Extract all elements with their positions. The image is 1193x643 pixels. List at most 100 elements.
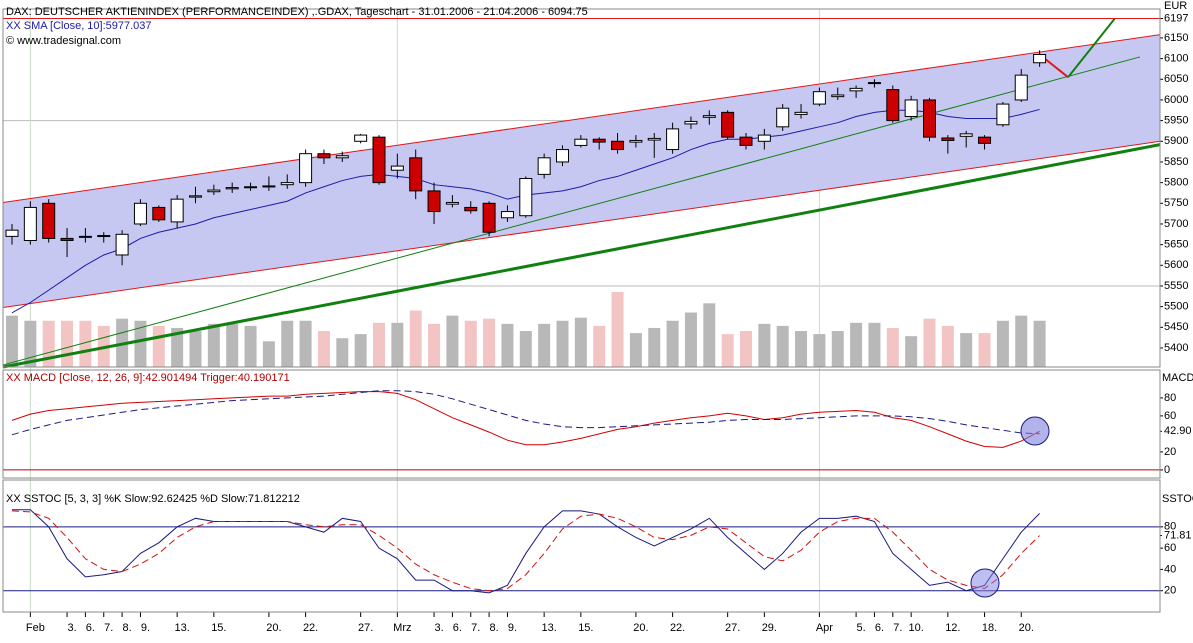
volume-bar xyxy=(978,333,991,367)
x-tick-label: 7. xyxy=(104,622,113,634)
macd-panel-frame xyxy=(2,369,1161,479)
candle-body xyxy=(812,91,826,105)
candle-body xyxy=(225,187,239,190)
volume-bar xyxy=(373,322,385,367)
candle-body xyxy=(684,120,698,125)
x-tick-label: 7. xyxy=(471,622,480,634)
volume-bar xyxy=(538,323,551,367)
volume-bar xyxy=(42,320,55,367)
volume-bar xyxy=(648,327,661,367)
x-tick-label: 8. xyxy=(490,622,499,634)
volume-bar xyxy=(941,325,954,367)
y-tick-label: 40 xyxy=(1164,563,1176,575)
trend-line xyxy=(1067,17,1116,78)
plot-layer xyxy=(2,9,1163,617)
volume-bar xyxy=(61,320,74,367)
x-tick-label: 5. xyxy=(857,622,866,634)
candle-body xyxy=(959,133,973,137)
candle-body xyxy=(849,87,863,92)
candle-body xyxy=(666,128,680,151)
x-tick-label: 9. xyxy=(141,622,150,634)
candle-body xyxy=(409,157,423,192)
sstoc-unit: SSTOC xyxy=(1162,493,1193,505)
volume-bar xyxy=(740,331,752,367)
candle-body xyxy=(97,235,111,238)
sstoc-panel-frame xyxy=(2,479,1161,613)
y-tick-label: 5900 xyxy=(1164,135,1188,147)
volume-bar xyxy=(960,333,973,367)
candle-body xyxy=(354,134,368,142)
candle-body xyxy=(482,202,496,233)
volume-bar xyxy=(574,317,587,367)
volume-bar xyxy=(171,327,184,367)
macd-unit: MACD xyxy=(1162,372,1193,384)
candle-body xyxy=(280,182,294,186)
chart-title: DAX: DEUTSCHER AKTIENINDEX (PERFORMANCEI… xyxy=(6,6,588,18)
x-tick-label: Mrz xyxy=(393,622,411,634)
volume-bar xyxy=(703,303,716,367)
volume-bar xyxy=(354,334,367,367)
y-tick-label: 5450 xyxy=(1164,321,1188,333)
y-tick-label: 6050 xyxy=(1164,73,1188,85)
candle-body xyxy=(629,139,643,143)
volume-bar xyxy=(317,331,330,367)
candle-body xyxy=(757,134,771,142)
y-tick-label: 5600 xyxy=(1164,259,1188,271)
candle-body xyxy=(556,149,569,163)
trend-line xyxy=(2,143,1161,369)
y-tick-label: 5400 xyxy=(1164,342,1188,354)
candle-body xyxy=(978,136,992,144)
volume-bar xyxy=(79,320,92,367)
price-unit: EUR xyxy=(1164,0,1187,12)
candle-body xyxy=(519,177,533,217)
volume-bar xyxy=(611,292,624,367)
highlight-circle xyxy=(970,568,1000,598)
volume-bar xyxy=(152,325,165,367)
volume-bar xyxy=(923,318,936,367)
candle-body xyxy=(794,111,808,115)
y-tick-label: 80 xyxy=(1164,392,1176,404)
candle-body xyxy=(831,94,845,98)
volume-bar xyxy=(556,320,569,367)
x-tick-label: 9. xyxy=(508,622,517,634)
candle-body xyxy=(500,211,514,219)
candle-body xyxy=(647,137,661,141)
volume-bar xyxy=(813,334,826,367)
volume-bar xyxy=(850,322,863,367)
x-tick-label: 22. xyxy=(303,622,318,634)
candle-body xyxy=(262,185,276,188)
candle-body xyxy=(1033,53,1047,64)
y-tick-label: 60 xyxy=(1164,410,1176,422)
candle-body xyxy=(133,202,147,225)
y-tick-label: 5850 xyxy=(1164,156,1188,168)
x-tick-label: 15. xyxy=(211,622,226,634)
highlight-circle xyxy=(1020,416,1050,446)
x-tick-label: 6. xyxy=(86,622,95,634)
candle-body xyxy=(1014,74,1028,101)
volume-bar xyxy=(519,331,532,367)
volume-bar xyxy=(428,323,441,367)
x-tick-label: Feb xyxy=(26,622,45,634)
trend-line xyxy=(2,56,1141,366)
y-tick-label: 20 xyxy=(1164,585,1176,597)
candle-body xyxy=(372,136,386,184)
candle-body xyxy=(427,190,441,213)
y-tick-label: 5800 xyxy=(1164,177,1188,189)
y-tick-label: 5950 xyxy=(1164,115,1188,127)
candle-body xyxy=(189,195,202,198)
x-tick-label: 20. xyxy=(266,622,281,634)
candle-body xyxy=(574,138,588,146)
candle-body xyxy=(941,137,955,141)
volume-bar xyxy=(244,325,257,367)
current-value-box xyxy=(1162,529,1193,542)
current-value-label: 42.90 xyxy=(1164,425,1192,437)
candle-body xyxy=(115,233,129,256)
candle-body xyxy=(207,189,221,193)
volume-bar xyxy=(1015,315,1028,367)
volume-bar xyxy=(831,331,844,367)
x-tick-label: 6. xyxy=(453,622,462,634)
x-tick-label: 8. xyxy=(123,622,132,634)
current-value-label: 71.81 xyxy=(1164,529,1192,541)
volume-bar xyxy=(446,315,459,367)
candle-body xyxy=(317,153,331,159)
